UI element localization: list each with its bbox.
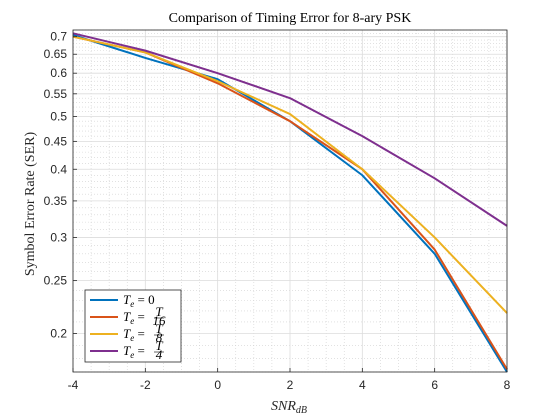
legend-fraction-numerator: T <box>155 304 163 319</box>
y-tick-label: 0.4 <box>50 162 67 176</box>
x-axis-ticks: -4 -2 0 2 4 6 8 <box>68 368 511 392</box>
x-tick-label: 0 <box>214 378 221 392</box>
y-tick-label: 0.6 <box>50 66 67 80</box>
series-layer <box>72 32 508 373</box>
legend-entry: Te = T8 <box>123 321 164 345</box>
y-tick-label: 0.35 <box>44 194 68 208</box>
legend-label: Te = <box>123 309 145 326</box>
legend-entry: Te = 0 <box>123 292 155 309</box>
legend-entry: Te = T16 <box>123 304 166 328</box>
x-tick-label: 2 <box>287 378 294 392</box>
x-tick-label: 8 <box>504 378 511 392</box>
series-line-4 <box>72 32 508 227</box>
x-tick-label: -4 <box>68 378 79 392</box>
y-tick-label: 0.45 <box>44 134 68 148</box>
legend-fraction-denominator: 16 <box>153 313 167 328</box>
y-tick-label: 0.5 <box>50 109 67 123</box>
y-tick-label: 0.7 <box>50 30 67 44</box>
legend-fraction-denominator: 8 <box>156 330 163 345</box>
series-line-3 <box>72 35 508 314</box>
x-tick-label: 4 <box>359 378 366 392</box>
x-axis-label: SNRdB <box>271 399 307 416</box>
y-tick-label: 0.2 <box>50 326 67 340</box>
legend-label: Te = 0 <box>123 292 155 309</box>
x-axis-label-subscript: dB <box>296 405 307 416</box>
y-tick-label: 0.25 <box>44 274 68 288</box>
y-tick-label: 0.3 <box>50 230 67 244</box>
x-tick-label: -2 <box>140 378 151 392</box>
y-tick-label: 0.55 <box>44 87 68 101</box>
legend-entry: Te = T4 <box>123 338 164 362</box>
legend-label: Te = <box>123 326 145 343</box>
y-axis-ticks: 0.2 0.25 0.3 0.35 0.4 0.45 0.5 0.55 0.6 0.65 0.7 <box>44 30 77 340</box>
legend-fraction-denominator: 4 <box>156 347 163 362</box>
y-tick-label: 0.65 <box>44 47 68 61</box>
legend-label: Te = <box>123 343 145 360</box>
y-axis-label: Symbol Error Rate (SER) <box>23 132 38 277</box>
x-tick-label: 6 <box>431 378 438 392</box>
chart-title: Comparison of Timing Error for 8-ary PSK <box>169 11 412 26</box>
legend-fraction-numerator: T <box>155 338 163 353</box>
x-axis-label-main: SNR <box>271 399 296 414</box>
legend-fraction-numerator: T <box>155 321 163 336</box>
